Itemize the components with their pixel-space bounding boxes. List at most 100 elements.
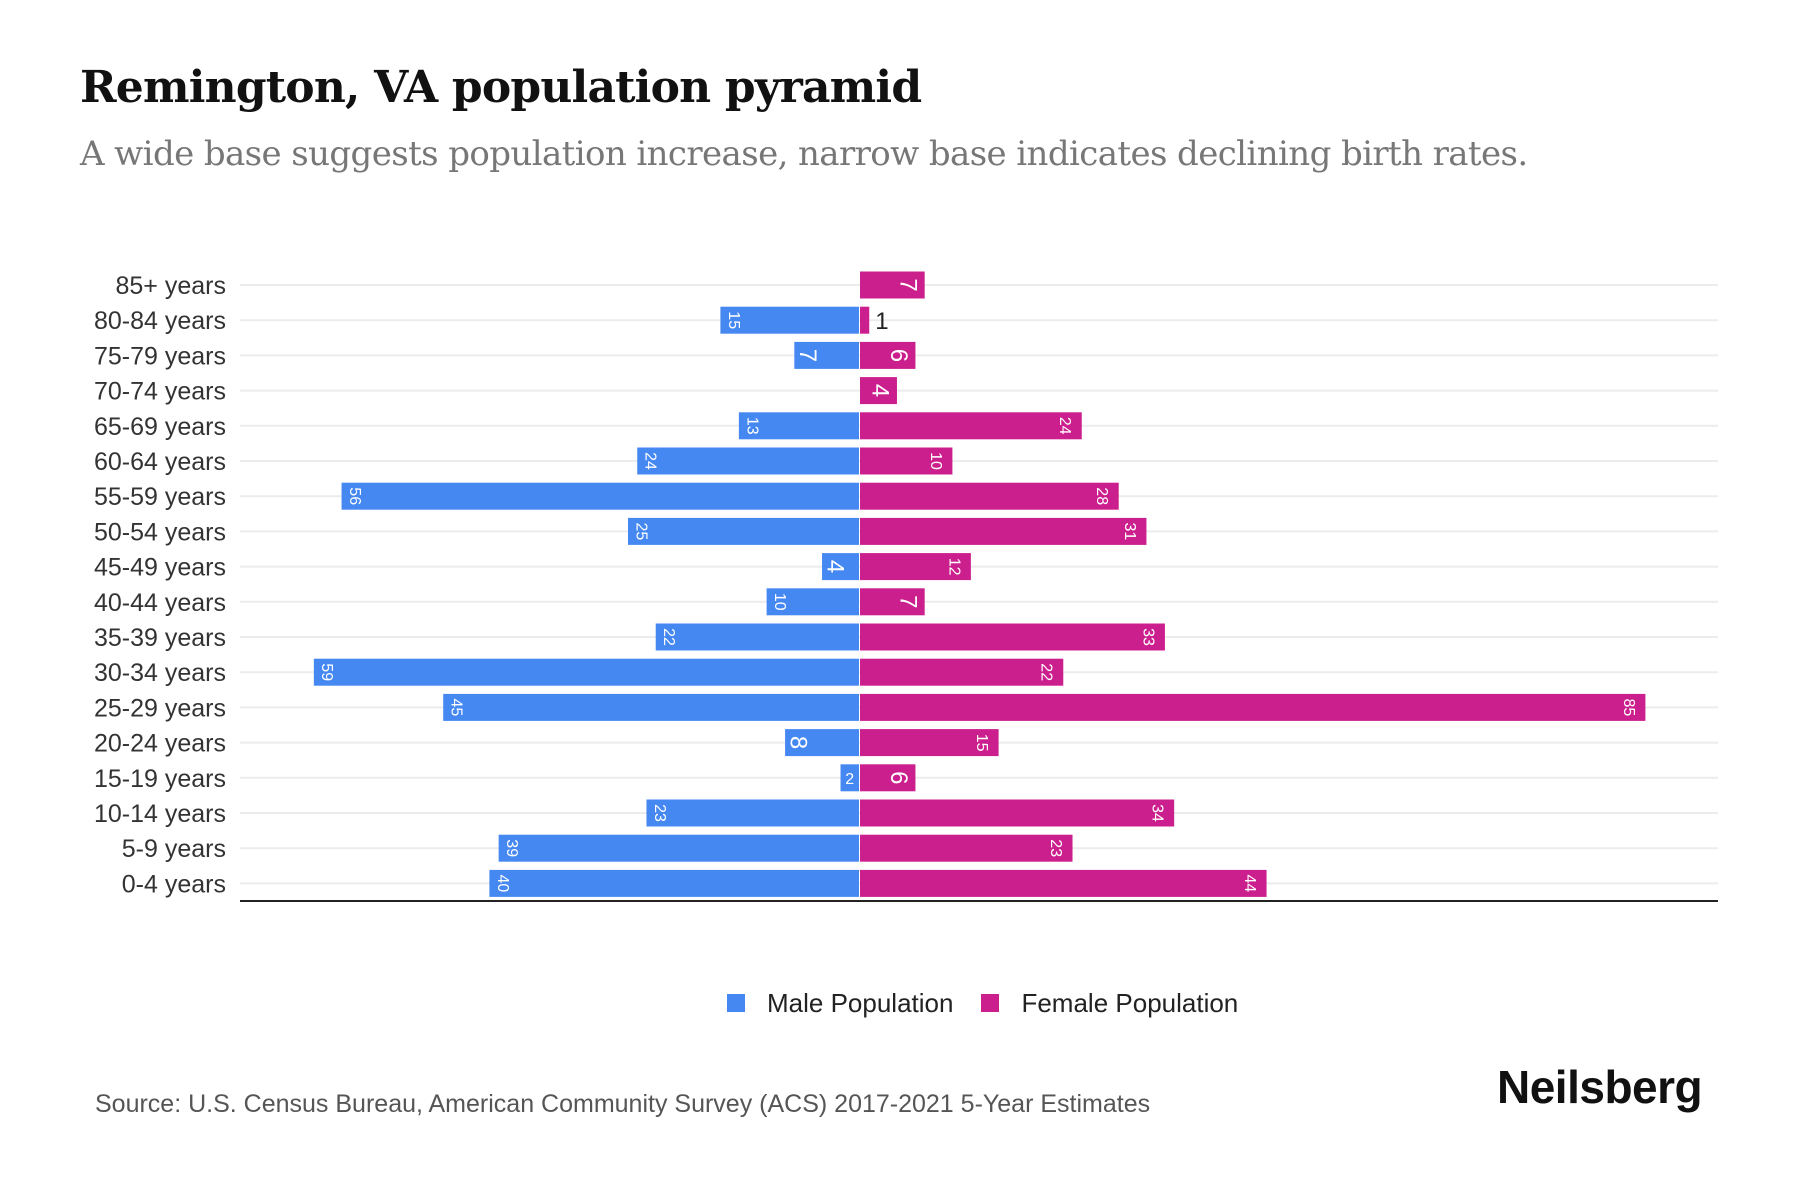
female-value-label: 34 <box>1149 804 1166 822</box>
y-axis-label: 55-59 years <box>94 483 226 511</box>
y-axis-label: 35-39 years <box>94 624 226 652</box>
male-bar <box>498 834 859 862</box>
female-bar <box>860 693 1646 721</box>
female-value-label: 7 <box>894 278 921 291</box>
female-value-label: 12 <box>945 558 962 576</box>
legend-swatch-male <box>727 994 745 1012</box>
female-bar <box>860 869 1267 897</box>
female-value-label: 1 <box>875 308 888 335</box>
legend-label-male: Male Population <box>767 987 954 1018</box>
female-bar <box>860 271 925 299</box>
source-note: Source: U.S. Census Bureau, American Com… <box>95 1090 1151 1118</box>
female-value-label: 28 <box>1093 487 1110 505</box>
female-bar <box>860 623 1165 651</box>
female-value-label: 10 <box>927 452 944 470</box>
male-bar <box>840 764 859 792</box>
female-value-label: 85 <box>1620 699 1637 717</box>
male-bar <box>341 482 859 510</box>
female-bar <box>860 588 925 616</box>
y-axis-label: 15-19 years <box>94 765 226 793</box>
male-value-label: 8 <box>785 736 812 749</box>
male-value-label: 4 <box>822 560 849 573</box>
female-bar <box>860 729 999 757</box>
y-axis-label: 0-4 years <box>122 870 226 898</box>
male-value-label: 59 <box>318 663 335 681</box>
male-value-label: 40 <box>494 875 511 893</box>
female-value-label: 24 <box>1056 417 1073 435</box>
male-value-label: 13 <box>743 417 760 435</box>
male-value-label: 10 <box>771 593 788 611</box>
male-value-label: 39 <box>503 839 520 857</box>
female-bar <box>860 412 1082 440</box>
chart-subtitle: A wide base suggests population increase… <box>80 134 1528 174</box>
female-bar <box>860 834 1073 862</box>
male-bar <box>738 412 859 440</box>
female-value-label: 33 <box>1139 628 1156 646</box>
female-bar <box>860 447 953 475</box>
male-bar <box>766 588 859 616</box>
male-value-label: 23 <box>651 804 668 822</box>
brand-logo: Neilsberg <box>1497 1061 1703 1113</box>
male-value-label: 25 <box>632 523 649 541</box>
male-bar <box>646 799 859 827</box>
male-bar <box>628 517 859 545</box>
male-bar <box>794 341 859 369</box>
female-value-label: 44 <box>1241 875 1258 893</box>
female-value-label: 22 <box>1038 663 1055 681</box>
legend: Male Population Female Population <box>727 984 1266 1022</box>
female-bar <box>860 377 897 405</box>
female-value-label: 6 <box>885 771 912 784</box>
female-bar <box>860 553 971 581</box>
female-value-label: 6 <box>885 349 912 362</box>
y-axis-label: 5-9 years <box>122 835 226 863</box>
male-bar <box>489 869 859 897</box>
male-bar <box>822 553 859 581</box>
y-axis-label: 60-64 years <box>94 448 226 476</box>
y-axis-labels: 85+ years 80-84 years 75-79 years 70-74 yea… <box>94 272 226 898</box>
male-bar <box>785 729 859 757</box>
female-bar <box>860 658 1064 686</box>
male-value-label: 22 <box>660 628 677 646</box>
female-value-label: 31 <box>1121 523 1138 541</box>
female-value-label: 4 <box>867 384 894 397</box>
y-axis-label: 45-49 years <box>94 554 226 582</box>
y-axis-label: 80-84 years <box>94 307 226 335</box>
male-value-label: 56 <box>346 487 363 505</box>
male-value-label: 2 <box>845 771 854 788</box>
y-axis-label: 65-69 years <box>94 413 226 441</box>
male-bar <box>655 623 859 651</box>
y-axis-label: 85+ years <box>116 272 227 300</box>
y-axis-label: 10-14 years <box>94 800 226 828</box>
female-bar <box>860 482 1119 510</box>
female-value-label: 15 <box>973 734 990 752</box>
female-bar <box>860 764 916 792</box>
y-axis-label: 40-44 years <box>94 589 226 617</box>
male-bar <box>313 658 860 686</box>
female-value-label: 23 <box>1047 839 1064 857</box>
y-axis-label: 30-34 years <box>94 659 226 687</box>
legend-label-female: Female Population <box>1021 987 1239 1018</box>
male-value-label: 15 <box>725 311 742 329</box>
male-value-label: 45 <box>448 699 465 717</box>
female-bar <box>860 517 1147 545</box>
male-bar <box>720 306 859 334</box>
bars <box>313 271 1646 897</box>
gridlines <box>240 284 1718 885</box>
male-value-label: 7 <box>794 349 821 362</box>
female-value-label: 7 <box>894 595 921 608</box>
female-bar <box>860 306 870 334</box>
y-axis-label: 20-24 years <box>94 730 226 758</box>
y-axis-label: 75-79 years <box>94 342 226 370</box>
female-bar <box>860 799 1175 827</box>
male-bar <box>637 447 859 475</box>
y-axis-label: 70-74 years <box>94 378 226 406</box>
chart-title: Remington, VA population pyramid <box>80 62 922 113</box>
legend-swatch-female <box>981 994 1000 1012</box>
female-bar <box>860 341 916 369</box>
male-bar <box>443 693 859 721</box>
y-axis-label: 50-54 years <box>94 518 226 546</box>
male-value-label: 24 <box>642 452 659 470</box>
y-axis-label: 25-29 years <box>94 694 226 722</box>
